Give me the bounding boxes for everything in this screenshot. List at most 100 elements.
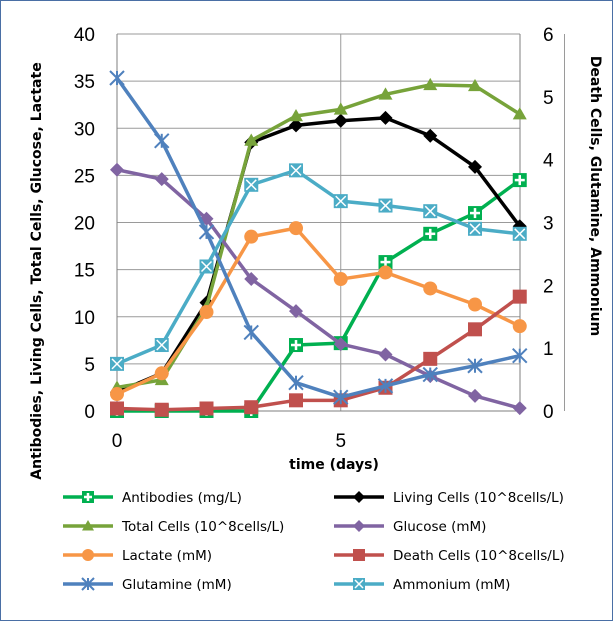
y-right-tick-label: 5 <box>543 88 554 109</box>
data-point <box>199 401 214 416</box>
data-point <box>154 366 169 381</box>
data-point <box>244 400 259 415</box>
legend-label: Ammonium (mM) <box>393 577 510 593</box>
data-point <box>81 577 95 591</box>
data-point <box>289 108 303 122</box>
y-left-tick-label: 15 <box>74 261 95 282</box>
data-point <box>423 281 438 296</box>
data-point <box>333 194 348 209</box>
data-point <box>198 224 215 240</box>
y-left-tick-label: 10 <box>74 308 95 329</box>
y-right-tick-label: 6 <box>543 25 554 46</box>
data-point <box>422 366 438 383</box>
data-point <box>243 324 259 341</box>
series-line <box>116 168 521 410</box>
data-point <box>333 113 348 128</box>
data-point <box>333 337 348 352</box>
data-point <box>423 204 438 219</box>
series-line <box>115 76 521 399</box>
data-point <box>423 77 438 91</box>
series-glutamine <box>109 70 528 405</box>
legend-entry: Antibodies (mg/L) <box>63 490 242 506</box>
legend-entry: Total Cells (10^8cells/L) <box>63 519 284 535</box>
data-point <box>154 402 169 417</box>
data-point <box>109 70 125 86</box>
data-point <box>378 347 393 362</box>
data-point <box>154 172 169 187</box>
legend-label: Total Cells (10^8cells/L) <box>121 519 284 535</box>
x-axis-label: time (days) <box>289 457 379 473</box>
legend-entry: Death Cells (10^8cells/L) <box>334 548 565 564</box>
series-lactate <box>110 221 527 402</box>
data-point <box>110 356 124 371</box>
data-point <box>512 173 527 188</box>
legend-label: Antibodies (mg/L) <box>122 490 242 506</box>
y-left-tick-label: 5 <box>84 355 95 376</box>
data-point <box>199 259 214 274</box>
x-tick-label: 5 <box>335 431 346 452</box>
data-point <box>378 265 393 280</box>
data-point <box>423 128 438 143</box>
y-right-tick-label: 1 <box>543 339 554 360</box>
data-point <box>468 322 482 337</box>
axes: 0 5 10 15 20 25 30 35 40 0 1 2 3 4 5 6 0 5 <box>74 25 554 452</box>
legend-entry: Living Cells (10^8cells/L) <box>334 490 564 506</box>
data-point <box>468 78 482 92</box>
data-point <box>289 163 303 178</box>
legend-entry: Glutamine (mM) <box>63 577 232 593</box>
y-left-tick-label: 20 <box>74 214 95 235</box>
y-left-tick-label: 30 <box>74 119 95 140</box>
legend-entry: Lactate (mM) <box>63 548 212 564</box>
y-right-tick-label: 3 <box>543 214 554 235</box>
series-antibodies <box>110 173 527 418</box>
data-point <box>512 226 527 241</box>
data-point <box>467 358 483 374</box>
data-point <box>423 226 438 241</box>
y-right-tick-label: 0 <box>543 402 554 423</box>
data-point <box>289 221 303 236</box>
data-point <box>110 387 124 402</box>
series-line <box>116 83 521 390</box>
data-point <box>82 520 94 531</box>
series-line <box>116 226 521 396</box>
data-point <box>289 338 303 353</box>
data-point <box>512 401 527 416</box>
y-axis-right-label: Death Cells, Glutamine, Ammonium <box>587 56 603 336</box>
data-point <box>423 351 438 366</box>
data-point <box>353 491 365 503</box>
data-point <box>378 255 393 270</box>
legend-label: Death Cells (10^8cells/L) <box>393 548 565 564</box>
data-point <box>289 118 303 133</box>
data-point <box>244 272 259 287</box>
data-point <box>468 159 482 174</box>
data-point <box>512 107 527 120</box>
data-point <box>333 102 348 115</box>
data-point <box>468 388 482 403</box>
legend-entry: Ammonium (mM) <box>334 577 510 593</box>
data-point <box>289 393 303 408</box>
series-glucose <box>110 162 527 416</box>
legend-label: Lactate (mM) <box>122 548 212 564</box>
data-point <box>333 389 349 405</box>
y-left-tick-label: 0 <box>84 402 95 423</box>
y-right-tick-label: 2 <box>543 276 554 297</box>
series-lines <box>109 70 528 418</box>
data-point <box>154 133 170 149</box>
data-point <box>289 304 303 319</box>
data-point <box>353 520 365 532</box>
data-point <box>468 206 482 221</box>
data-point <box>244 229 259 244</box>
legend-label: Glutamine (mM) <box>122 577 232 593</box>
data-point <box>377 378 394 394</box>
data-point <box>512 289 527 304</box>
x-tick-label: 0 <box>112 431 123 452</box>
gridlines <box>117 33 565 412</box>
legend-entry: Glucose (mM) <box>334 519 486 535</box>
data-point <box>110 162 124 177</box>
data-point <box>378 198 393 213</box>
data-point <box>353 578 365 590</box>
data-point <box>353 549 365 561</box>
data-point <box>199 305 214 320</box>
legend-label: Glucose (mM) <box>393 519 486 535</box>
